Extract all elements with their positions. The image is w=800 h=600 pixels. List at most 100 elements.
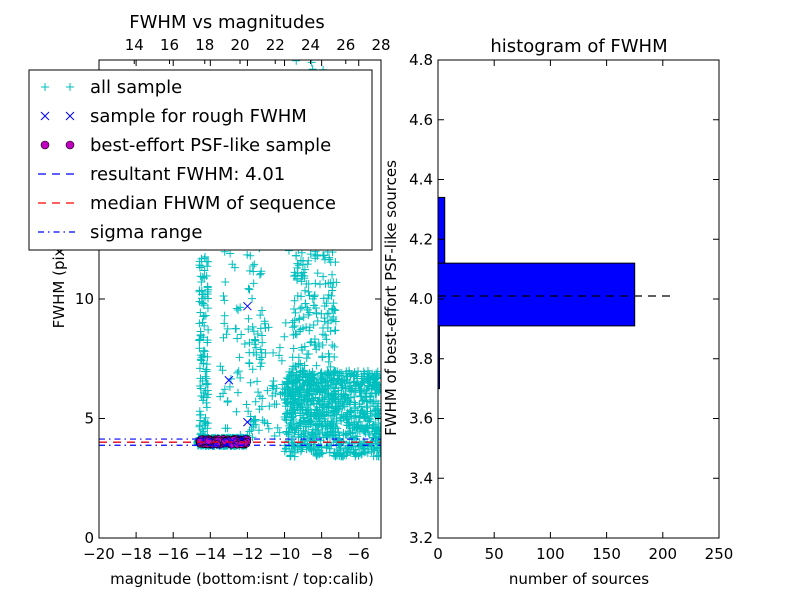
all-sample-point [254, 426, 263, 435]
all-sample-point [371, 389, 380, 398]
all-sample-point [320, 378, 329, 387]
all-sample-point [370, 378, 379, 387]
all-sample-point [326, 362, 335, 371]
all-sample-point [280, 394, 289, 403]
legend-entry: median FHWM of sequence [38, 193, 336, 214]
rough-fwhm-point [222, 439, 232, 448]
x-tick-label: −20 [83, 545, 115, 563]
all-sample-point [231, 324, 240, 333]
all-sample-point [288, 353, 297, 362]
all-sample-point [302, 403, 311, 412]
all-sample-point [284, 430, 293, 439]
all-sample-point [373, 426, 381, 435]
all-sample-point [195, 344, 204, 353]
all-sample-point [330, 353, 339, 362]
all-sample-point [258, 338, 267, 347]
all-sample-point [288, 318, 297, 327]
all-sample-point [339, 394, 348, 403]
all-sample-point [289, 330, 298, 339]
all-sample-point [196, 355, 205, 364]
all-sample-point [317, 368, 326, 377]
all-sample-point [195, 257, 204, 266]
all-sample-point [261, 348, 270, 357]
all-sample-point [300, 265, 309, 274]
y-tick-label: 4.8 [409, 51, 433, 69]
all-sample-point [303, 350, 312, 359]
all-sample-point [250, 260, 259, 269]
all-sample-point [318, 352, 327, 361]
all-sample-point [298, 409, 307, 418]
all-sample-point [316, 280, 325, 289]
all-sample-point [257, 267, 266, 276]
all-sample-point [257, 359, 266, 368]
all-sample-point [299, 413, 308, 422]
top-x-tick-label: 18 [195, 36, 214, 54]
all-sample-point [311, 382, 320, 391]
all-sample-point [258, 306, 267, 315]
all-sample-point [315, 342, 324, 351]
all-sample-point [355, 439, 364, 448]
all-sample-point [200, 417, 209, 426]
all-sample-point [245, 427, 254, 436]
all-sample-point [368, 369, 377, 378]
all-sample-point [269, 348, 278, 357]
all-sample-point [322, 299, 331, 308]
all-sample-point [328, 286, 337, 295]
all-sample-point [323, 399, 332, 408]
all-sample-point [313, 316, 322, 325]
legend-entry: sample for rough FWHM [40, 106, 307, 127]
all-sample-point [305, 291, 314, 300]
all-sample-point [358, 407, 367, 416]
all-sample-point [351, 428, 360, 437]
all-sample-point [290, 448, 299, 457]
all-sample-point [203, 304, 212, 313]
all-sample-point [305, 326, 314, 335]
all-sample-point [260, 418, 269, 427]
all-sample-point [329, 305, 338, 314]
y-tick-label: 3.8 [409, 350, 433, 368]
all-sample-point [352, 372, 361, 381]
all-sample-point [264, 323, 273, 332]
all-sample-point [286, 447, 295, 456]
all-sample-point [195, 319, 204, 328]
all-sample-point [350, 368, 359, 377]
all-sample-point [363, 376, 372, 385]
all-sample-point [286, 451, 295, 460]
all-sample-point [203, 352, 212, 361]
all-sample-point [263, 386, 272, 395]
y-tick-label: 4.4 [409, 171, 433, 189]
all-sample-point [357, 420, 366, 429]
all-sample-point [237, 330, 246, 339]
all-sample-point [311, 421, 320, 430]
all-sample-point [201, 252, 210, 261]
all-sample-point [312, 309, 321, 318]
legend-label: sigma range [90, 222, 202, 243]
top-x-tick-label: 16 [160, 36, 179, 54]
all-sample-point [244, 325, 253, 334]
all-sample-point [361, 414, 370, 423]
all-sample-point [258, 416, 267, 425]
all-sample-point [200, 321, 209, 330]
all-sample-point [309, 436, 318, 445]
all-sample-point [257, 402, 266, 411]
right-axis-ticks: 0 50 100 150 200 250 3.2 3.4 3.6 3.8 4.0 4.2 4.4 4.6 4… [409, 51, 733, 563]
all-sample-point [355, 412, 364, 421]
left-y-axis-title: FWHM (pix) [50, 242, 68, 329]
all-sample-point [338, 383, 347, 392]
all-sample-point [291, 385, 300, 394]
all-sample-point [344, 447, 353, 456]
all-sample-point [359, 444, 368, 453]
all-sample-point [310, 301, 319, 310]
all-sample-point [281, 415, 290, 424]
all-sample-point [301, 420, 310, 429]
rough-fwhm-point [224, 375, 234, 385]
all-sample-point [324, 309, 333, 318]
all-sample-point [242, 400, 251, 409]
all-sample-point [295, 315, 304, 324]
x-tick-label: −8 [311, 545, 333, 563]
right-y-axis-title: FWHM of best-effort PSF-like sources [382, 160, 400, 436]
all-sample-point [235, 353, 244, 362]
all-sample-point [358, 379, 367, 388]
top-x-tick-label: 28 [371, 36, 390, 54]
